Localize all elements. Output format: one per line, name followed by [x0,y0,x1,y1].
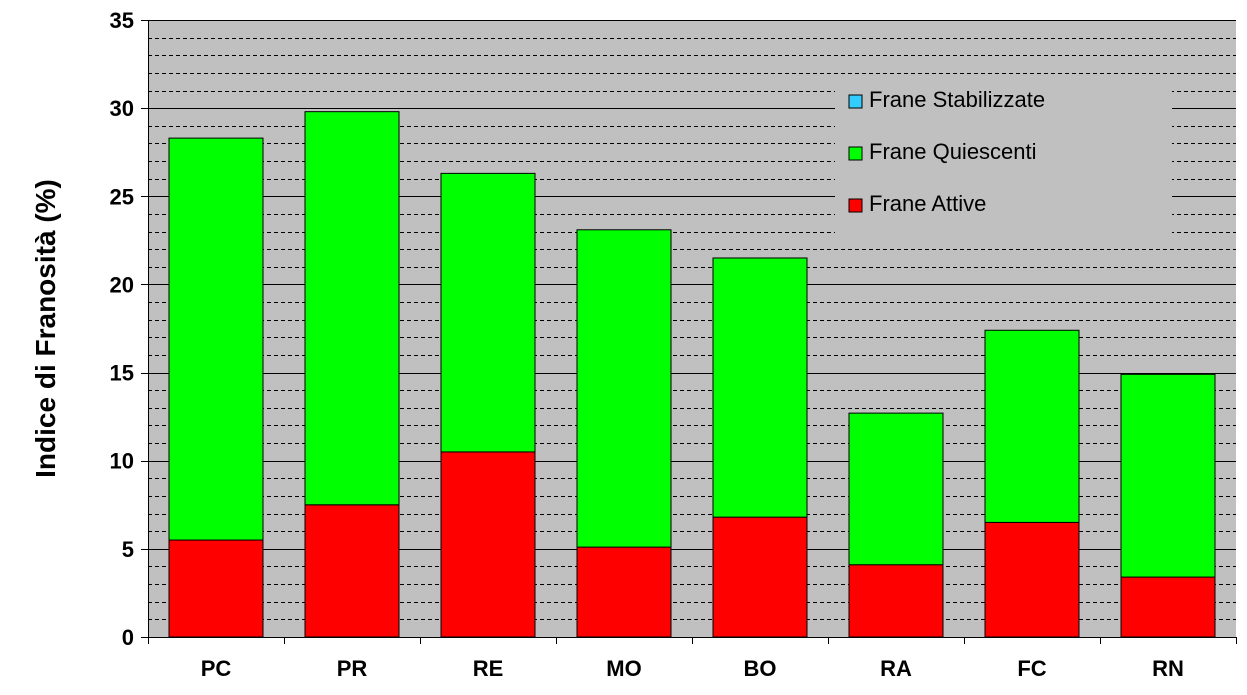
bar-fc-frane-attive [984,521,1080,638]
y-tick-label: 5 [122,537,134,562]
legend-swatch [848,198,863,213]
legend-entry-label: Frane Quiescenti [869,139,1037,164]
legend-box [835,78,1172,240]
x-tick-label-bo: BO [744,656,777,681]
y-tick-label: 0 [122,625,134,650]
x-tick-label-mo: MO [606,656,641,681]
bar-re-frane-attive [440,451,536,638]
bar-pc-frane-quiescenti [168,137,264,541]
bar-re-frane-quiescenti [440,172,536,453]
bar-bo-frane-quiescenti [712,257,808,518]
bar-pr-frane-attive [304,504,400,638]
x-tick-label-pc: PC [201,656,232,681]
bar-bo-frane-attive [712,516,808,638]
bar-mo-frane-quiescenti [576,229,672,548]
bar-mo-frane-attive [576,546,672,638]
y-tick-label: 30 [110,96,134,121]
y-axis-title: Indice di Franosità (%) [30,179,61,478]
y-tick-label: 10 [110,449,134,474]
bar-pr-frane-quiescenti [304,111,400,506]
x-tick-label-pr: PR [337,656,368,681]
bar-pc-frane-attive [168,539,264,638]
y-tick-label: 25 [110,184,134,209]
x-tick-label-fc: FC [1017,656,1046,681]
bar-fc-frane-quiescenti [984,329,1080,523]
legend-swatch [848,94,863,109]
legend-entry-label: Frane Stabilizzate [869,87,1045,112]
legend-entry-label: Frane Attive [869,191,986,216]
y-tick-label: 15 [110,361,134,386]
bar-rn-frane-quiescenti [1120,373,1216,578]
y-tick-label: 20 [110,272,134,297]
bar-ra-frane-quiescenti [848,412,944,566]
legend-swatch [848,146,863,161]
bar-ra-frane-attive [848,564,944,638]
bar-rn-frane-attive [1120,576,1216,638]
x-tick-label-ra: RA [880,656,912,681]
y-tick-label: 35 [110,8,134,33]
x-tick-label-re: RE [473,656,504,681]
x-tick-label-rn: RN [1152,656,1184,681]
